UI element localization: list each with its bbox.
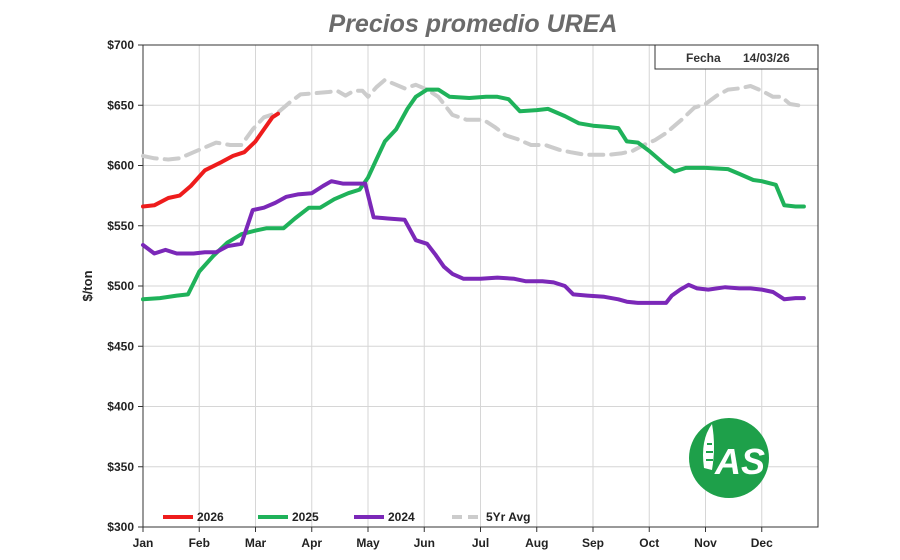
legend-label: 2025 bbox=[292, 510, 319, 524]
y-tick-label: $600 bbox=[107, 159, 134, 173]
x-tick-label: Nov bbox=[694, 536, 717, 550]
series-line-2026 bbox=[141, 111, 280, 209]
y-axis: $300 $350 $400 $450 $500 $550 $600 $650 $700 bbox=[107, 38, 143, 534]
x-axis: Jan Feb Mar Apr May Jun Jul Aug Sep Oct Nov Dec bbox=[133, 527, 773, 550]
x-tick-label: Jan bbox=[133, 536, 154, 550]
series-layer bbox=[141, 77, 806, 305]
y-tick-label: $350 bbox=[107, 460, 134, 474]
x-tick-label: Jun bbox=[414, 536, 435, 550]
series-line-5yr-avg bbox=[141, 77, 806, 162]
x-tick-label: Oct bbox=[639, 536, 659, 550]
y-tick-label: $650 bbox=[107, 98, 134, 112]
legend-label: 2024 bbox=[388, 510, 415, 524]
legend-label: 2026 bbox=[197, 510, 224, 524]
date-label: Fecha bbox=[686, 51, 721, 65]
chart-title: Precios promedio UREA bbox=[329, 10, 618, 38]
date-box: Fecha 14/03/26 bbox=[654, 44, 819, 70]
corn-icon bbox=[703, 424, 714, 470]
y-axis-label: $/ton bbox=[80, 270, 95, 301]
y-tick-label: $550 bbox=[107, 219, 134, 233]
date-value: 14/03/26 bbox=[743, 51, 790, 65]
x-tick-label: Aug bbox=[525, 536, 548, 550]
x-tick-label: Jul bbox=[472, 536, 489, 550]
y-tick-label: $300 bbox=[107, 520, 134, 534]
legend: 2026 2025 2024 5Yr Avg bbox=[163, 510, 530, 524]
x-tick-label: Mar bbox=[245, 536, 267, 550]
grid bbox=[142, 44, 818, 528]
x-tick-label: Feb bbox=[189, 536, 210, 550]
y-tick-label: $450 bbox=[107, 339, 134, 353]
series-line-2024 bbox=[141, 179, 806, 305]
x-tick-label: Dec bbox=[751, 536, 773, 550]
x-tick-label: May bbox=[356, 536, 380, 550]
x-tick-label: Apr bbox=[301, 536, 322, 550]
as-logo: AS bbox=[689, 418, 769, 498]
y-tick-label: $700 bbox=[107, 38, 134, 52]
logo-text: AS bbox=[714, 441, 765, 482]
corn-kernels-icon bbox=[706, 443, 713, 461]
series-line-2025 bbox=[141, 87, 806, 302]
y-tick-label: $400 bbox=[107, 400, 134, 414]
legend-label: 5Yr Avg bbox=[486, 510, 530, 524]
date-box-frame bbox=[654, 44, 819, 70]
x-tick-label: Sep bbox=[582, 536, 604, 550]
y-tick-label: $500 bbox=[107, 279, 134, 293]
